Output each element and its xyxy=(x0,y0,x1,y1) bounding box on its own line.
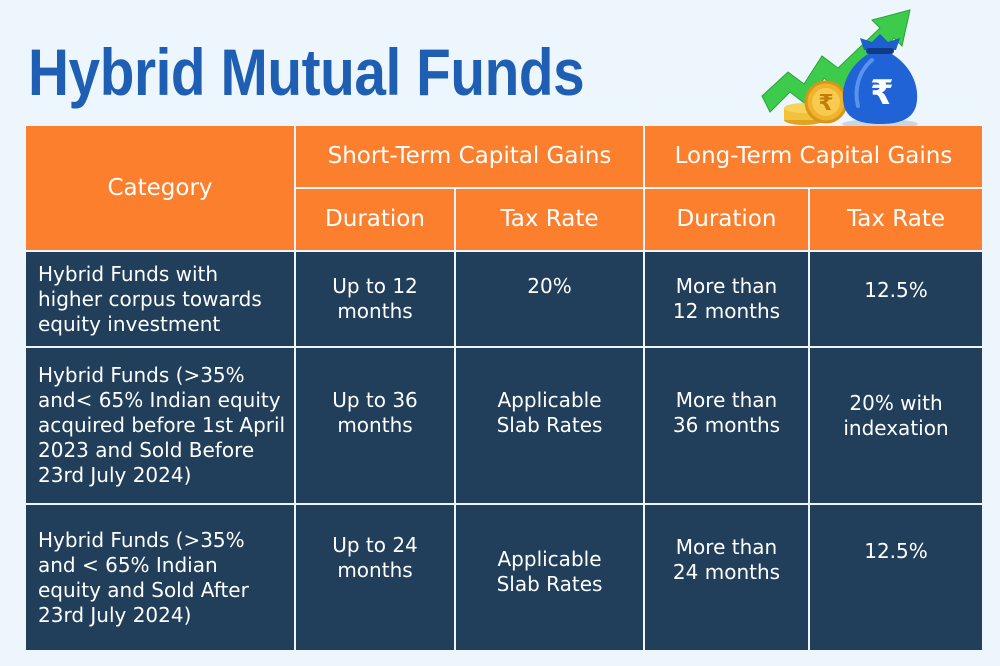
row-2-stcg-duration-text: Up to 36 months xyxy=(332,387,418,437)
header-category: Category xyxy=(26,126,294,250)
row-2-stcg-tax-rate: Applicable Slab Rates xyxy=(456,348,643,503)
row-3-ltcg-duration: More than 24 months xyxy=(645,505,808,650)
row-2-ltcg-duration-text: More than 36 months xyxy=(672,387,781,437)
money-bag-growth-icon: ₹ ₹ xyxy=(761,9,918,129)
row-2-ltcg-duration: More than 36 months xyxy=(645,348,808,503)
row-3-stcg-duration-text: Up to 24 months xyxy=(332,532,418,582)
row-1-stcg-duration-text: Up to 12 months xyxy=(332,274,418,323)
row-1-stcg-duration: Up to 12 months xyxy=(296,252,454,346)
rupee-symbol: ₹ xyxy=(870,73,894,113)
tax-table: Category Short-Term Capital Gains Long-T… xyxy=(26,126,982,650)
row-3-ltcg-duration-text: More than 24 months xyxy=(672,534,781,584)
row-2-ltcg-tax-rate-text: 20% with indexation xyxy=(843,390,949,440)
row-3-ltcg-tax-rate: 12.5% xyxy=(810,505,982,650)
header-ltcg-tax-rate: Tax Rate xyxy=(810,189,982,250)
row-1-ltcg-duration: More than 12 months xyxy=(645,252,808,346)
page-title: Hybrid Mutual Funds xyxy=(28,35,585,109)
svg-text:₹: ₹ xyxy=(818,91,833,116)
row-2-category: Hybrid Funds (>35% and< 65% Indian equit… xyxy=(26,348,294,503)
row-3-stcg-duration: Up to 24 months xyxy=(296,505,454,650)
row-3-category: Hybrid Funds (>35% and < 65% Indian equi… xyxy=(26,505,294,650)
header-stcg-tax-rate: Tax Rate xyxy=(456,189,643,250)
row-3-stcg-tax-rate-text: Applicable Slab Rates xyxy=(496,546,603,596)
money-bag-icon: ₹ xyxy=(842,34,918,124)
header-long-term-capital-gains: Long-Term Capital Gains xyxy=(645,126,982,187)
header-stcg-duration: Duration xyxy=(296,189,454,250)
rupee-coin-icon: ₹ xyxy=(804,80,848,124)
row-1-ltcg-duration-text: More than 12 months xyxy=(672,274,781,323)
row-3-stcg-tax-rate: Applicable Slab Rates xyxy=(456,505,643,650)
row-1-stcg-tax-rate: 20% xyxy=(456,252,643,346)
row-1-category: Hybrid Funds with higher corpus towards … xyxy=(26,252,294,346)
growth-arrow-icon xyxy=(761,9,911,113)
header-short-term-capital-gains: Short-Term Capital Gains xyxy=(296,126,643,187)
row-1-ltcg-tax-rate: 12.5% xyxy=(810,252,982,346)
row-2-stcg-duration: Up to 36 months xyxy=(296,348,454,503)
header-ltcg-duration: Duration xyxy=(645,189,808,250)
row-2-ltcg-tax-rate: 20% with indexation xyxy=(810,348,982,503)
row-2-stcg-tax-rate-text: Applicable Slab Rates xyxy=(496,387,603,437)
